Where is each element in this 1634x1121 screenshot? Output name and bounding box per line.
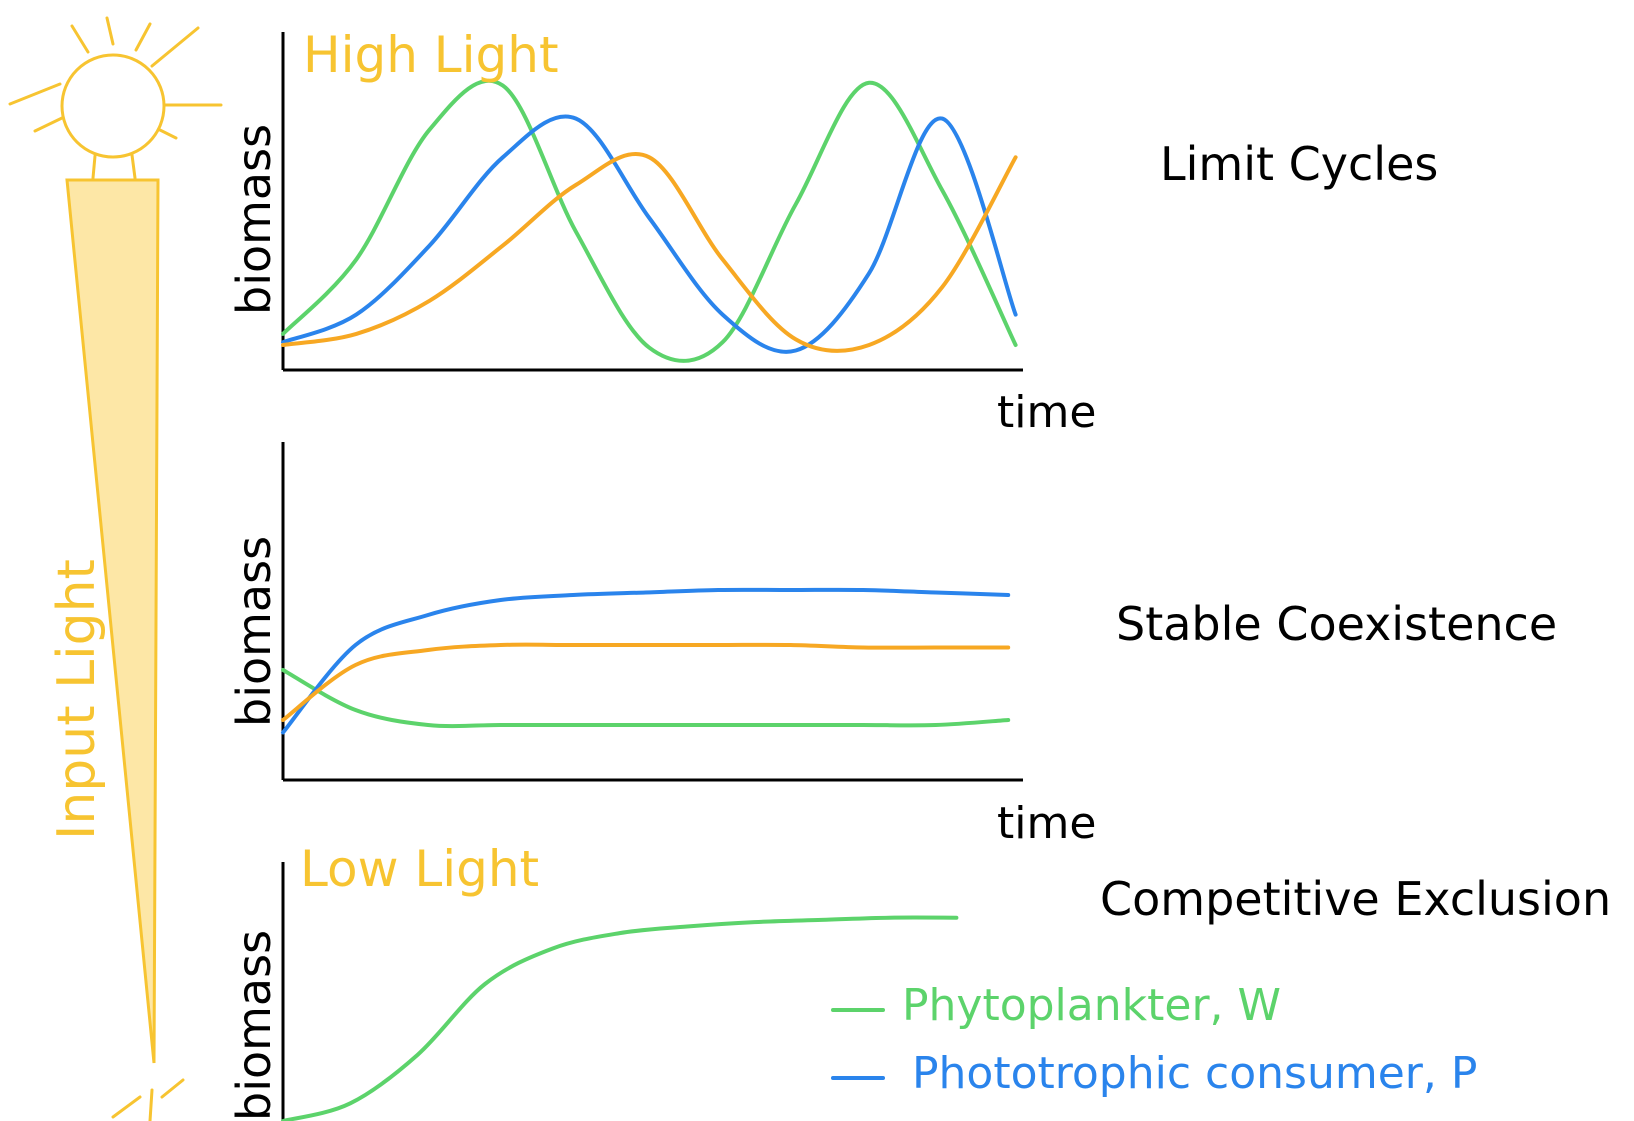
sun-icon-partial xyxy=(111,1078,185,1121)
panel1-regime: Limit Cycles xyxy=(1160,137,1438,191)
panel2-ylabel: biomass xyxy=(227,536,281,727)
input-light-label: Input Light xyxy=(47,559,107,840)
panel2-series-species-3 xyxy=(281,642,1011,722)
panel1-light-label: High Light xyxy=(303,26,559,84)
panel1-series-species-3 xyxy=(281,152,1018,353)
legend-label-phytoplankter: Phytoplankter, W xyxy=(902,980,1281,1031)
panel2-xlabel: time xyxy=(997,798,1096,849)
panel1-xlabel: time xyxy=(997,387,1096,438)
panel1-series-phototrophic-consumer-p xyxy=(281,114,1018,354)
series-lines-group xyxy=(281,78,1018,1121)
axes-group xyxy=(281,32,1023,1121)
panel1-ylabel: biomass xyxy=(227,124,281,315)
panel3-light-label: Low Light xyxy=(300,840,539,898)
panel2-regime: Stable Coexistence xyxy=(1116,597,1557,651)
panel3-series-phytoplankter-w xyxy=(281,915,959,1121)
legend-label-consumer: Phototrophic consumer, P xyxy=(912,1048,1477,1099)
panel2-series-phototrophic-consumer-p xyxy=(281,587,1011,735)
panel3-ylabel: biomass xyxy=(227,930,281,1121)
panel3-regime: Competitive Exclusion xyxy=(1100,872,1611,926)
sun-icon xyxy=(8,16,223,180)
legend: Phytoplankter, W Phototrophic consumer, … xyxy=(831,980,1477,1099)
panel2-series-phytoplankter-w xyxy=(281,668,1011,729)
panel1-series-phytoplankter-w xyxy=(281,78,1018,363)
